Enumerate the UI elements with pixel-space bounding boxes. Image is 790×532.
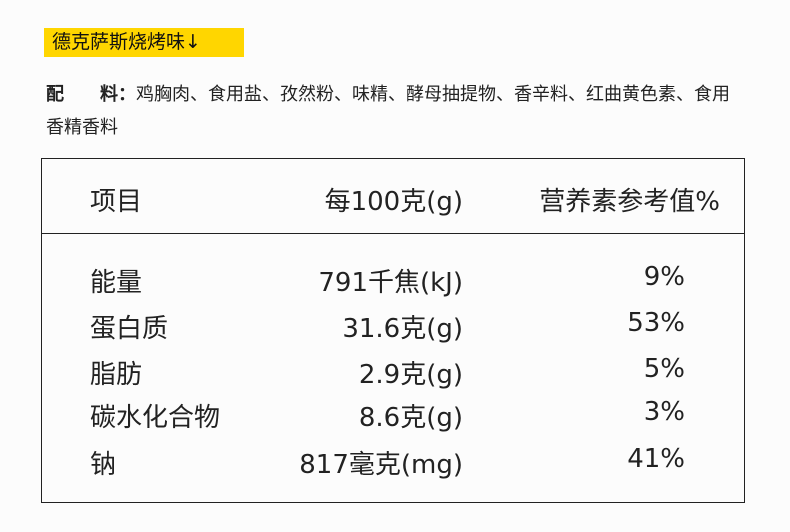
row-nrv: 3% [643,397,685,427]
row-per100g: 2.9克(g) [358,360,463,390]
ingredients-text: 鸡胸肉、食用盐、孜然粉、味精、酵母抽提物、香辛料、红曲黄色素、食用香精香料 [46,84,730,138]
row-per100g: 817毫克(mg) [299,450,463,480]
row-per100g: 791千焦(kJ) [318,268,463,298]
row-nrv: 9% [643,262,685,292]
row-nrv: 5% [643,354,685,384]
row-item: 能量 [90,268,143,298]
row-item: 钠 [90,450,117,480]
flavor-label: 德克萨斯烧烤味↓ [44,28,244,57]
header-per100g: 每100克(g) [324,187,463,217]
row-item: 脂肪 [90,360,143,390]
ingredients-label: 配 料： [46,84,136,105]
header-nrv: 营养素参考值% [539,187,720,217]
header-item: 项目 [90,187,143,217]
row-per100g: 8.6克(g) [358,403,463,433]
table-header: 项目 每100克(g) 营养素参考值% [42,159,744,234]
nutrition-table: 项目 每100克(g) 营养素参考值% 能量 791千焦(kJ) 9% 蛋白质 31.6… [41,158,745,503]
ingredients: 配 料：鸡胸肉、食用盐、孜然粉、味精、酵母抽提物、香辛料、红曲黄色素、食用香精香… [46,78,736,144]
row-per100g: 31.6克(g) [342,314,463,344]
row-nrv: 41% [627,444,685,474]
row-nrv: 53% [627,308,685,338]
row-item: 碳水化合物 [90,403,221,433]
row-item: 蛋白质 [90,314,169,344]
